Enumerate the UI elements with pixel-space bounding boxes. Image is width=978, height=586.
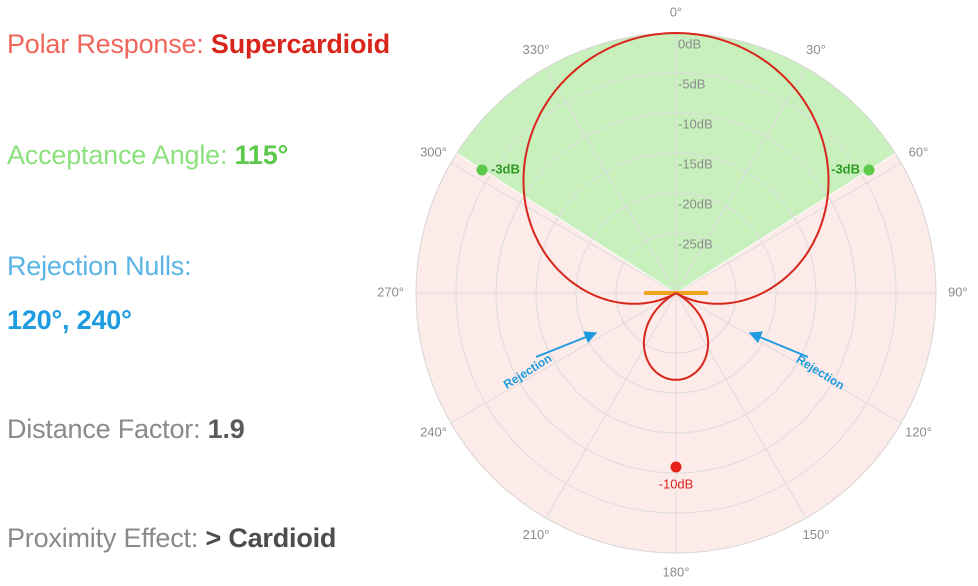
ring-label: -25dB	[678, 236, 713, 251]
acceptance-edge-line	[456, 152, 677, 294]
grid-spoke	[450, 292, 677, 424]
angle-label-240: 240°	[420, 424, 447, 439]
markers	[476, 164, 875, 473]
acceptance-angle-row: Acceptance Angle: 115°	[7, 140, 288, 171]
distance-factor-label: Distance Factor:	[7, 414, 208, 444]
rejection-arrow-right	[748, 331, 809, 358]
proximity-effect-row: Proximity Effect: > Cardioid	[7, 523, 336, 554]
grid-spoke	[450, 162, 677, 294]
angle-label-60: 60°	[909, 144, 929, 159]
acceptance-angle-value: 115°	[234, 140, 289, 170]
grid-spoke	[675, 292, 902, 424]
polar-response-label: Polar Response:	[7, 29, 211, 59]
acceptance-angle-label: Acceptance Angle:	[7, 140, 235, 170]
proximity-effect-label: Proximity Effect:	[7, 523, 206, 553]
ring-label: -5dB	[678, 76, 705, 91]
distance-factor-value: 1.9	[207, 414, 245, 444]
rejection-nulls-label: Rejection Nulls:	[7, 251, 192, 281]
rejection-arrow-left	[535, 331, 598, 358]
angle-label-180: 180°	[663, 564, 690, 579]
grid-spoke	[675, 67, 807, 294]
ring-label: 0dB	[678, 36, 701, 51]
polar-response-value: Supercardioid	[210, 29, 390, 59]
rejection-nulls-value: 120°, 240°	[7, 305, 132, 335]
angle-label-300: 300°	[420, 144, 447, 159]
ring-label: -20dB	[678, 196, 713, 211]
grid-spoke	[675, 162, 902, 294]
angle-label-270: 270°	[377, 284, 404, 299]
polar-pattern	[522, 31, 830, 381]
angle-label-210: 210°	[523, 527, 550, 542]
minus-3db-marker-right	[863, 164, 875, 176]
minus-10db-label: -10dB	[659, 476, 694, 491]
minus-3db-label-right: -3dB	[831, 161, 860, 176]
minus-3db-marker-left	[476, 164, 488, 176]
minus-10db-rear-marker	[670, 461, 682, 473]
capsule-bar	[644, 291, 708, 295]
distance-factor-row: Distance Factor: 1.9	[7, 414, 245, 445]
supercardioid-curve	[522, 31, 830, 381]
rejection-arrows	[535, 331, 809, 358]
grid-spoke	[675, 292, 807, 519]
angle-label-90: 90°	[948, 284, 968, 299]
angle-label-30: 30°	[806, 42, 826, 57]
angle-label-330: 330°	[523, 42, 550, 57]
grid-spoke	[545, 67, 677, 294]
microphone-capsule	[644, 291, 708, 295]
proximity-effect-value: > Cardioid	[205, 523, 337, 553]
ring-label: -10dB	[678, 116, 713, 131]
ring-label: -15dB	[678, 156, 713, 171]
minus-3db-label-left: -3dB	[491, 161, 520, 176]
angle-label-0: 0°	[670, 4, 682, 19]
angle-label-150: 150°	[803, 527, 830, 542]
angle-label-120: 120°	[905, 424, 932, 439]
acceptance-edge-line	[675, 152, 896, 294]
polar-response-row: Polar Response: Supercardioid	[7, 29, 390, 60]
grid-spoke	[545, 292, 677, 519]
